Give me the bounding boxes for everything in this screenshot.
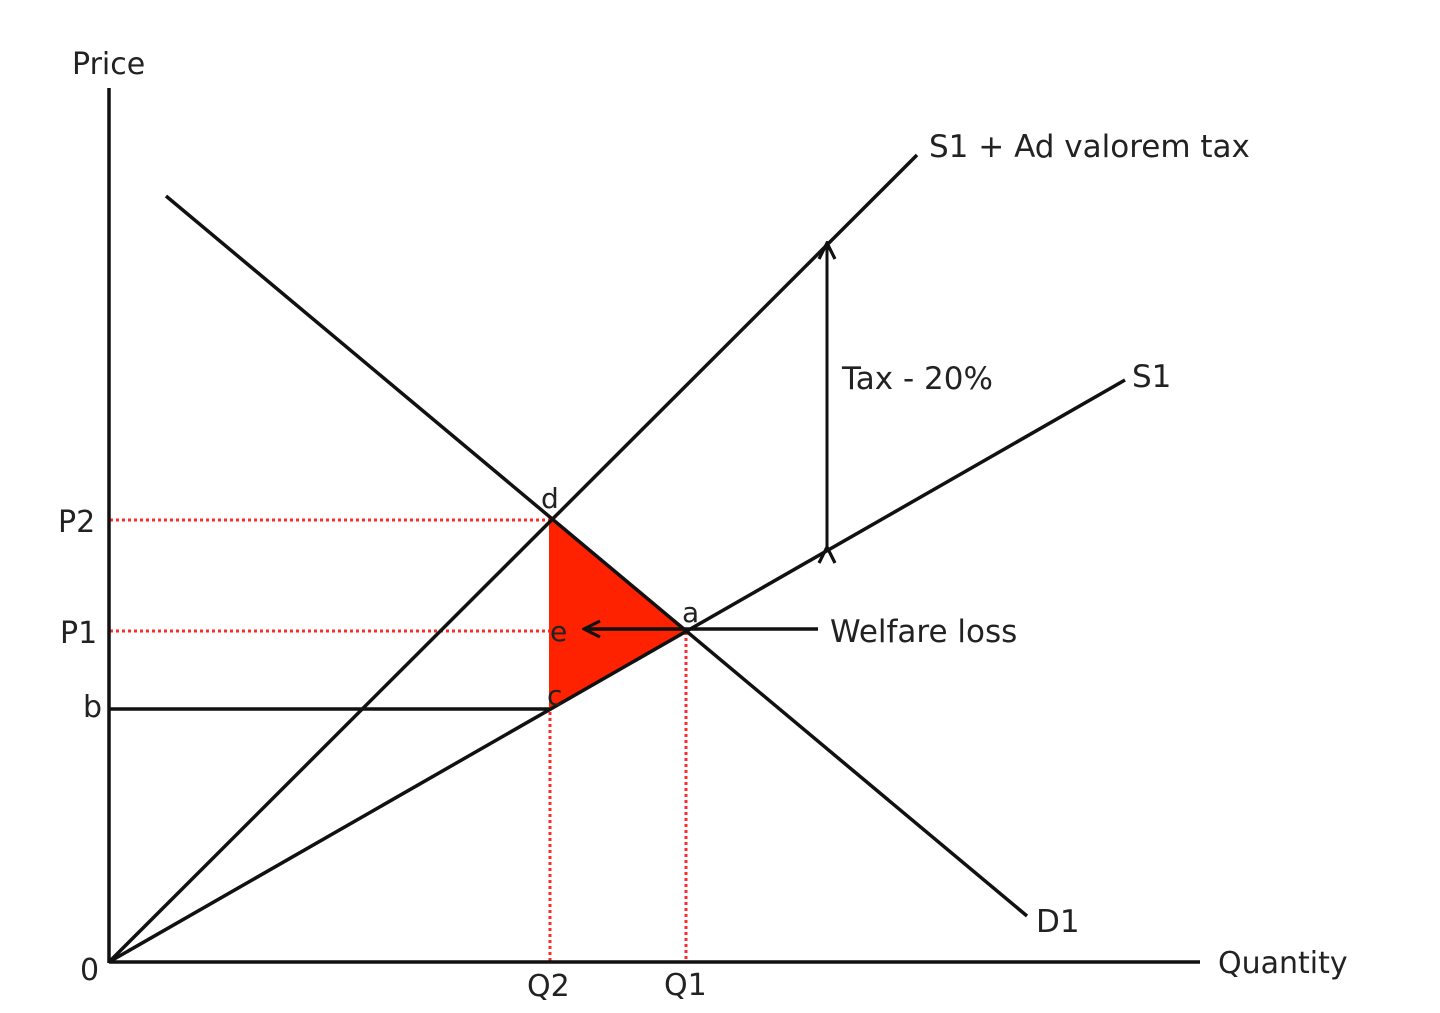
tax-annotation: Tax - 20% [841, 361, 993, 397]
point-a-label: a [682, 596, 699, 629]
point-c-label: c [547, 679, 562, 712]
curve-d1-label: D1 [1036, 904, 1080, 940]
supply-curve-s1-tax [107, 153, 919, 964]
price-p1-label: P1 [60, 616, 97, 651]
curve-s1-label: S1 [1132, 359, 1171, 395]
point-e-label: e [550, 615, 567, 648]
curve-s1-tax-label: S1 + Ad valorem tax [929, 129, 1250, 165]
welfare-loss-area [549, 518, 688, 710]
origin-label: 0 [80, 953, 99, 988]
y-axis-label: Price [72, 47, 145, 82]
x-axis-label: Quantity [1218, 946, 1348, 981]
guide-lines [110, 518, 688, 963]
price-p2-label: P2 [58, 505, 95, 540]
price-b-label: b [83, 690, 102, 725]
point-d-label: d [541, 482, 559, 515]
quantity-q1-label: Q1 [664, 968, 707, 1003]
demand-curve-d1 [164, 194, 1029, 918]
welfare-loss-annotation: Welfare loss [830, 614, 1017, 650]
quantity-q2-label: Q2 [527, 969, 570, 1004]
supply-curve-s1 [108, 378, 1126, 964]
